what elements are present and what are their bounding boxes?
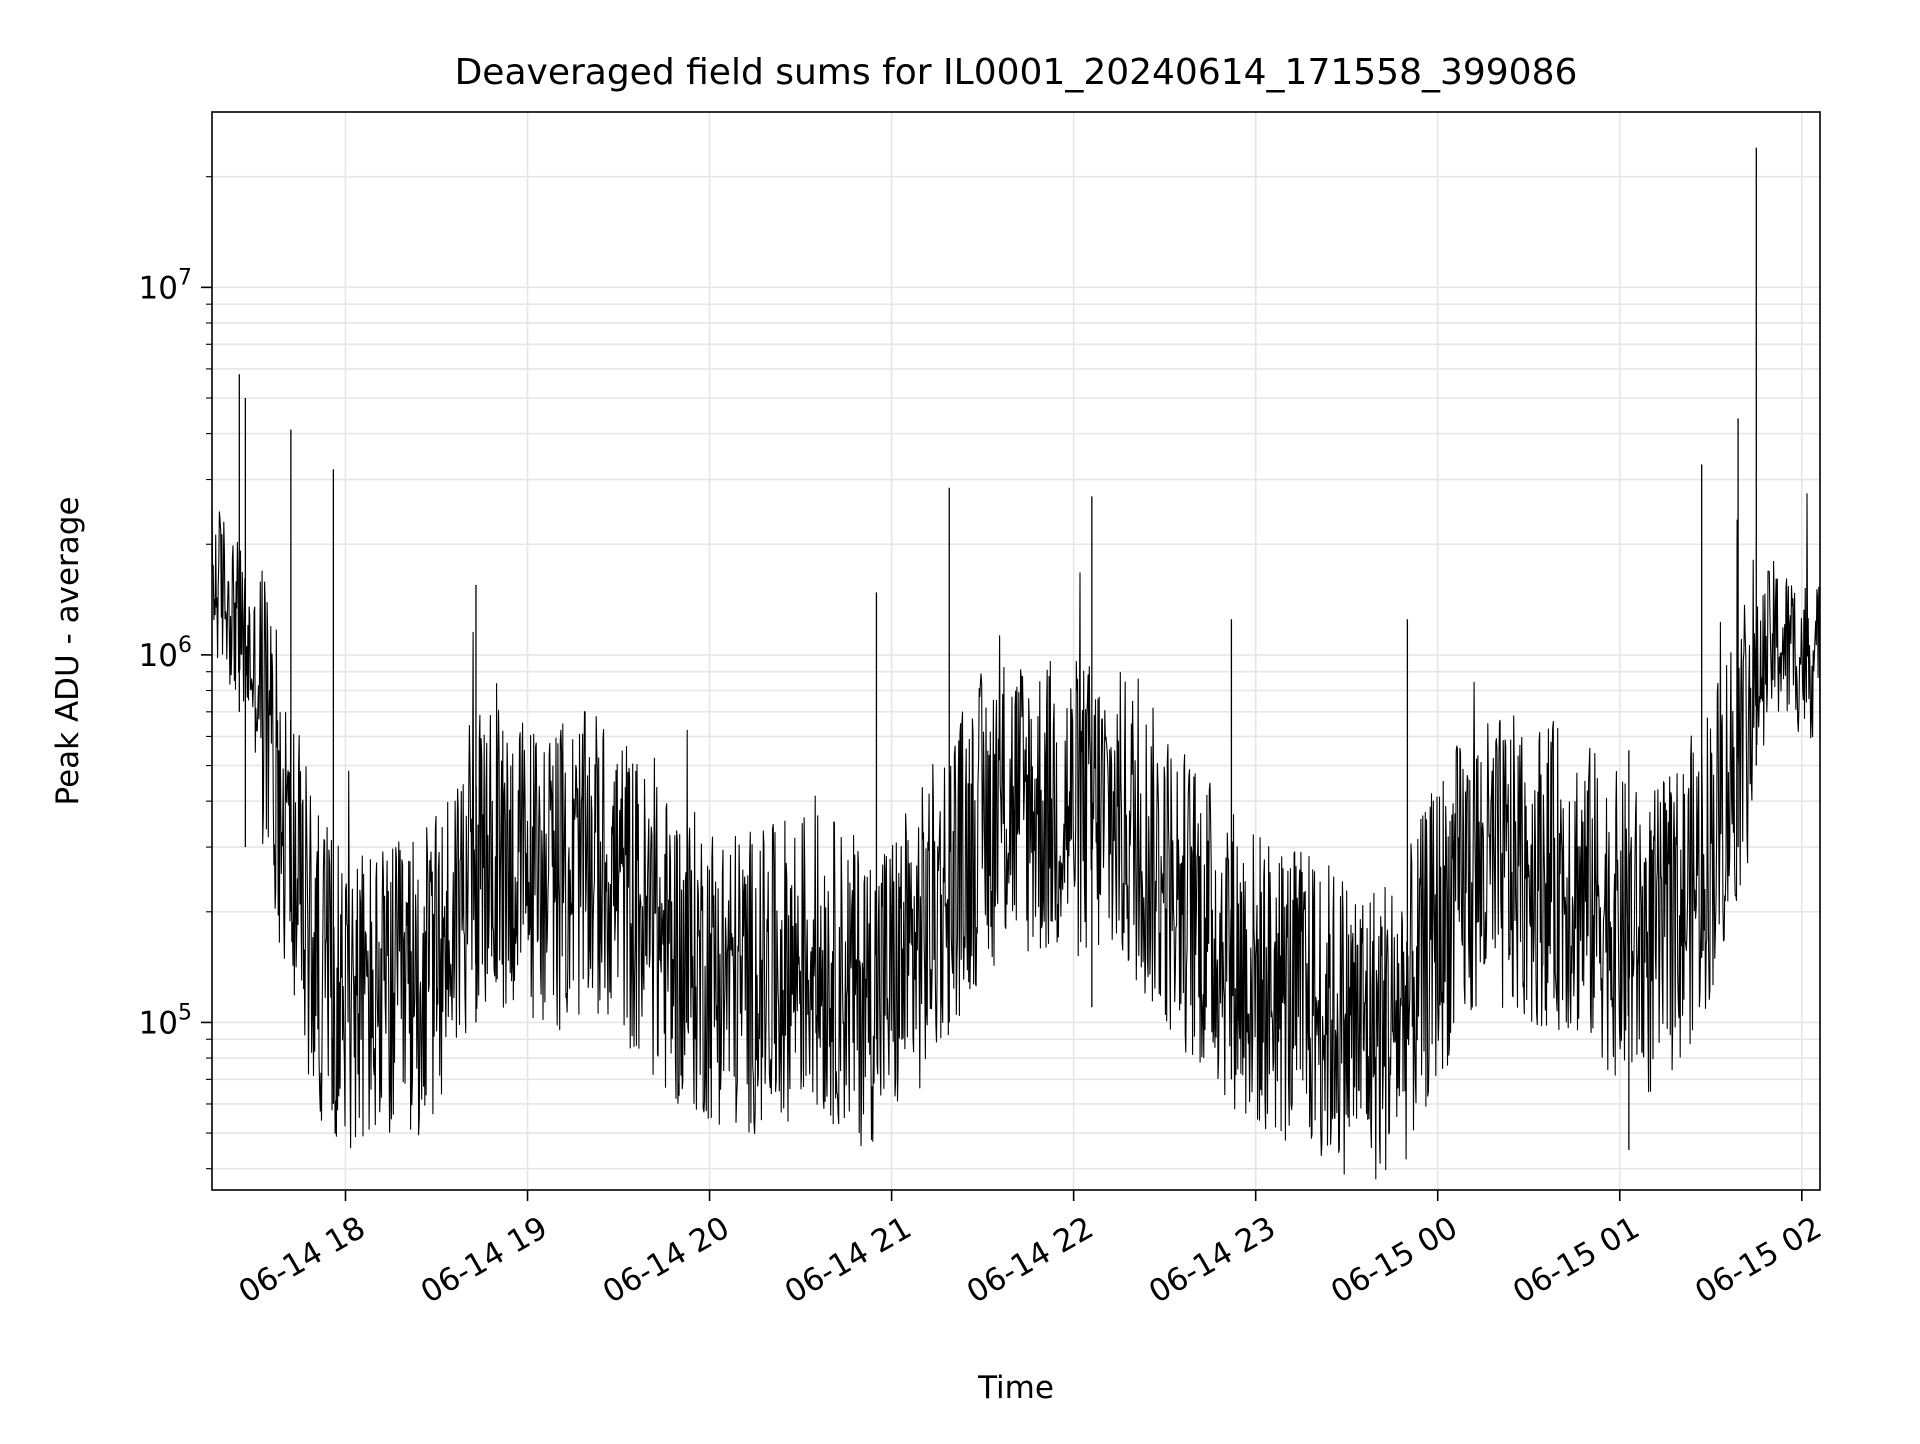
series-layer <box>212 147 1820 1180</box>
y-tick-base: 10 <box>139 270 178 306</box>
x-axis-label: Time <box>977 1370 1054 1406</box>
series-line <box>212 493 1820 1180</box>
y-tick-exponent: 6 <box>178 633 192 658</box>
y-axis-label: Peak ADU - average <box>50 496 86 805</box>
y-tick-label: 105 <box>139 1000 192 1041</box>
chart-title: Deaveraged field sums for IL0001_2024061… <box>455 52 1578 93</box>
y-tick-label: 107 <box>139 265 192 306</box>
plot-frame <box>211 111 1821 1191</box>
y-tick-exponent: 5 <box>178 1000 192 1025</box>
y-tick-exponent: 7 <box>178 265 192 290</box>
y-tick-base: 10 <box>139 1005 178 1041</box>
y-tick-label: 106 <box>139 633 192 674</box>
y-tick-base: 10 <box>139 638 178 674</box>
